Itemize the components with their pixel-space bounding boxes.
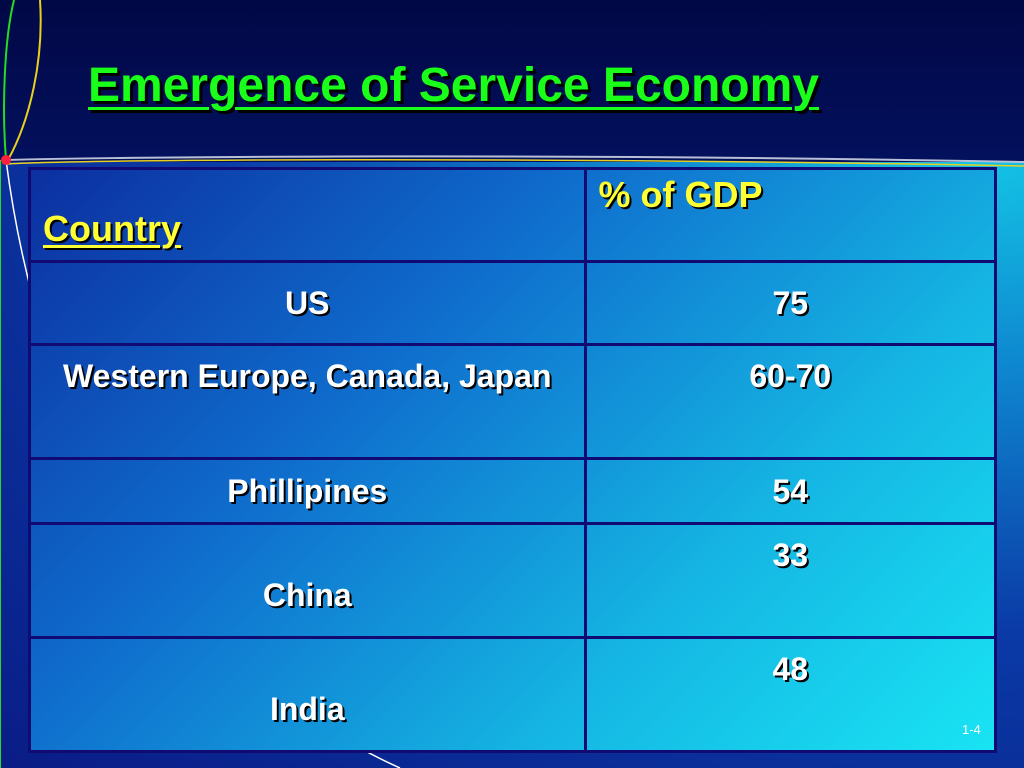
gdp-table: Country % of GDP US 75 Western Europe, C… bbox=[28, 167, 998, 753]
table-row: Phillipines 54 bbox=[28, 457, 998, 525]
table-row: India 48 bbox=[28, 636, 998, 753]
country-cell: India bbox=[28, 636, 587, 753]
table-header-row: Country % of GDP bbox=[28, 167, 998, 263]
country-cell: US bbox=[28, 260, 587, 346]
header-gdp-cell: % of GDP bbox=[583, 167, 998, 263]
gdp-cell: 60-70 bbox=[583, 343, 998, 460]
table-row: US 75 bbox=[28, 260, 998, 346]
title-band bbox=[0, 0, 1024, 162]
header-country: Country bbox=[43, 208, 181, 249]
gdp-cell: 48 bbox=[583, 636, 998, 753]
gdp-cell: 75 bbox=[583, 260, 998, 346]
header-gdp: % of GDP bbox=[598, 174, 763, 215]
country-cell: China bbox=[28, 522, 587, 639]
header-country-cell: Country bbox=[28, 167, 587, 263]
table-row: Western Europe, Canada, Japan 60-70 bbox=[28, 343, 998, 460]
gdp-table-container: Country % of GDP US 75 Western Europe, C… bbox=[28, 167, 998, 753]
gdp-cell: 33 bbox=[583, 522, 998, 639]
slide-title: Emergence of Service Economy bbox=[88, 59, 819, 112]
slide-number: 1-4 bbox=[962, 722, 981, 737]
country-cell: Western Europe, Canada, Japan bbox=[28, 343, 587, 460]
table-row: China 33 bbox=[28, 522, 998, 639]
country-cell: Phillipines bbox=[28, 457, 587, 525]
gdp-cell: 54 bbox=[583, 457, 998, 525]
